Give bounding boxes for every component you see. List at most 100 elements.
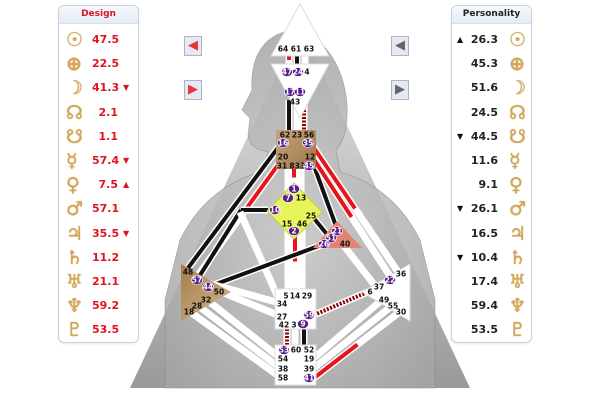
gate-7[interactable]: 7 [285, 194, 290, 203]
gate-19[interactable]: 19 [304, 355, 314, 364]
detriment-triangle-icon: ▼ [123, 228, 130, 238]
gate-23[interactable]: 23 [292, 131, 302, 140]
design-row-earth: ⊕ 22.5 [59, 53, 138, 75]
gate-58[interactable]: 58 [278, 374, 288, 383]
design-next-button[interactable]: ▶ [184, 80, 202, 100]
gate-27[interactable]: 27 [277, 313, 287, 322]
activation-value: 1.1 [98, 129, 119, 143]
mars-icon: ♂ [509, 198, 527, 221]
personality-row-uranus: ♅ 17.4 [452, 271, 531, 293]
active-gate-marker [384, 275, 396, 285]
gate-32[interactable]: 32 [201, 296, 211, 305]
gate-2[interactable]: 2 [291, 227, 296, 236]
activation-value: 47.5 [92, 33, 120, 46]
gate-50[interactable]: 50 [214, 288, 224, 297]
gate-24[interactable]: 24 [293, 68, 303, 77]
gate-21[interactable]: 21 [332, 227, 342, 236]
design-row-jupiter: ♃ 35.5 ▼ [59, 223, 138, 245]
gate-20[interactable]: 20 [278, 153, 288, 162]
active-gate-marker [202, 282, 214, 292]
gate-4[interactable]: 4 [304, 68, 309, 77]
channel [217, 287, 282, 320]
gate-60[interactable]: 60 [291, 346, 301, 355]
gate-48[interactable]: 48 [183, 268, 193, 277]
activation-value: 2.1 [98, 105, 119, 119]
gate-56[interactable]: 56 [304, 131, 314, 140]
gate-41[interactable]: 41 [304, 374, 314, 383]
gate-43[interactable]: 43 [290, 98, 300, 107]
personality-row-earth: ⊕ 45.3 [452, 53, 531, 75]
design-row-uranus: ♅ 21.1 [59, 271, 138, 293]
design-prev-button[interactable]: ◀ [184, 36, 202, 56]
gate-49[interactable]: 49 [379, 296, 389, 305]
gate-26[interactable]: 26 [319, 240, 329, 249]
gate-8[interactable]: 8 [289, 162, 294, 171]
arrow-left-icon: ◀ [188, 38, 198, 53]
gate-52[interactable]: 52 [304, 346, 314, 355]
activation-value: 53.5 [92, 323, 120, 337]
exalted-triangle-icon: ▲ [457, 35, 464, 44]
personality-next-button[interactable]: ▶ [391, 80, 409, 100]
gate-31[interactable]: 31 [277, 162, 287, 171]
gate-10[interactable]: 10 [270, 206, 280, 215]
gate-1[interactable]: 1 [291, 185, 296, 194]
gate-14[interactable]: 14 [290, 292, 300, 301]
gate-13[interactable]: 13 [296, 194, 306, 203]
channel [186, 308, 283, 380]
gate-36[interactable]: 36 [396, 270, 406, 279]
active-gate-marker [303, 161, 315, 171]
personality-row-neptune: ♆ 59.4 [452, 295, 531, 317]
active-gate-marker [318, 239, 330, 249]
active-gate-marker [294, 87, 306, 97]
gate-29[interactable]: 29 [302, 292, 312, 301]
gate-37[interactable]: 37 [374, 283, 384, 292]
gate-40[interactable]: 40 [340, 240, 350, 249]
activation-value: 10.4 [470, 250, 498, 264]
gate-39[interactable]: 39 [304, 365, 314, 374]
gate-5[interactable]: 5 [283, 292, 288, 301]
gate-46[interactable]: 46 [297, 220, 307, 229]
gate-12[interactable]: 12 [305, 153, 315, 162]
gate-53[interactable]: 53 [279, 346, 289, 355]
gate-18[interactable]: 18 [184, 308, 194, 317]
gate-38[interactable]: 38 [278, 365, 288, 374]
saturn-icon: ♄ [66, 246, 84, 269]
gate-30[interactable]: 30 [396, 308, 406, 317]
gate-44[interactable]: 44 [203, 283, 213, 292]
gate-42[interactable]: 42 [279, 321, 289, 330]
gate-33[interactable]: 33 [295, 162, 305, 171]
gate-25[interactable]: 25 [306, 212, 316, 221]
gate-51[interactable]: 51 [326, 234, 336, 243]
gate-28[interactable]: 28 [192, 302, 202, 311]
gate-6[interactable]: 6 [367, 288, 372, 297]
active-gate-marker [331, 226, 343, 236]
gate-61[interactable]: 61 [291, 45, 301, 54]
sun-icon: ☉ [66, 29, 84, 51]
gate-3[interactable]: 3 [291, 321, 296, 330]
gate-55[interactable]: 55 [388, 302, 398, 311]
active-gate-marker [277, 138, 289, 148]
gate-45[interactable]: 45 [304, 162, 314, 171]
gate-15[interactable]: 15 [282, 220, 292, 229]
gate-47[interactable]: 47 [282, 68, 292, 77]
gate-63[interactable]: 63 [304, 45, 314, 54]
design-row-neptune: ♆ 59.2 [59, 295, 138, 317]
gate-16[interactable]: 16 [278, 139, 288, 148]
gate-34[interactable]: 34 [277, 300, 287, 309]
gate-9[interactable]: 9 [300, 320, 305, 329]
gate-62[interactable]: 62 [280, 131, 290, 140]
gate-11[interactable]: 11 [295, 88, 305, 97]
gate-22[interactable]: 22 [385, 276, 395, 285]
mercury-icon: ☿ [509, 150, 521, 172]
gate-17[interactable]: 17 [285, 88, 295, 97]
activation-value: 44.5 [470, 129, 498, 143]
personality-activation-line [207, 242, 325, 289]
gate-57[interactable]: 57 [192, 276, 202, 285]
gate-35[interactable]: 35 [303, 139, 313, 148]
personality-prev-button[interactable]: ◀ [391, 36, 409, 56]
gate-59[interactable]: 59 [304, 311, 314, 320]
gate-54[interactable]: 54 [278, 355, 288, 364]
gate-64[interactable]: 64 [278, 45, 288, 54]
design-row-pluto: ♇ 53.5 [59, 319, 138, 341]
